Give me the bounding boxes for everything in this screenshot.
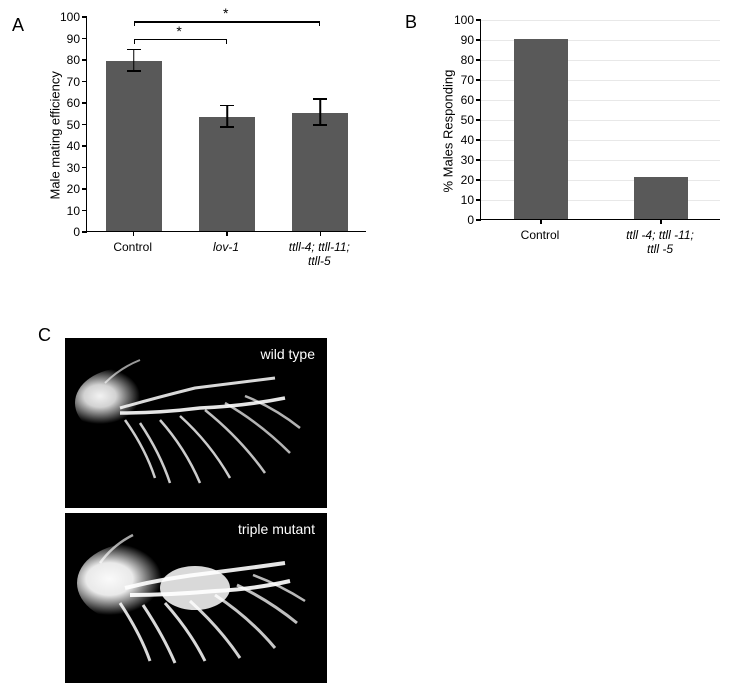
y-tick: [82, 167, 87, 169]
panel-c-label-wildtype: wild type: [261, 346, 315, 362]
y-tick-label: 0: [58, 225, 80, 239]
panel-c-label-mutant: triple mutant: [238, 521, 315, 537]
bar: [634, 177, 688, 219]
y-tick-label: 40: [452, 133, 474, 147]
error-cap: [127, 70, 141, 72]
significance-tick: [226, 39, 228, 44]
y-tick: [476, 39, 481, 41]
y-tick-label: 20: [452, 173, 474, 187]
y-tick: [476, 99, 481, 101]
error-cap: [127, 49, 141, 51]
y-tick: [476, 119, 481, 121]
bar: [292, 113, 348, 231]
panel-b-label: B: [405, 12, 417, 33]
y-tick: [82, 81, 87, 83]
y-tick-label: 20: [58, 182, 80, 196]
y-tick-label: 50: [452, 113, 474, 127]
error-bar: [320, 100, 322, 126]
error-cap: [313, 98, 327, 100]
y-tick: [476, 59, 481, 61]
y-tick: [476, 19, 481, 21]
y-tick-label: 10: [58, 204, 80, 218]
panel-b-chart: % Males Responding 010203040506070809010…: [430, 20, 730, 285]
y-tick: [476, 79, 481, 81]
significance-tick: [134, 21, 136, 26]
y-tick: [476, 199, 481, 201]
panel-a-plot-area: **: [86, 17, 366, 232]
microscopy-image-mutant: [65, 513, 327, 683]
gridline: [481, 20, 720, 21]
x-tick-label: Control: [86, 240, 179, 254]
significance-marker: *: [223, 5, 228, 21]
y-tick-label: 70: [58, 75, 80, 89]
x-tick: [540, 219, 542, 224]
significance-bar: [134, 21, 321, 23]
significance-bar: [134, 39, 227, 41]
panel-b-plot-area: [480, 20, 720, 220]
y-tick: [476, 159, 481, 161]
panel-c-label: C: [38, 325, 51, 346]
bar: [199, 117, 255, 231]
x-tick: [133, 231, 135, 236]
y-tick-label: 80: [452, 53, 474, 67]
y-tick-label: 30: [58, 161, 80, 175]
y-tick-label: 100: [58, 10, 80, 24]
y-tick-label: 50: [58, 118, 80, 132]
panel-a-label: A: [12, 15, 24, 36]
y-tick-label: 90: [452, 33, 474, 47]
y-tick-label: 70: [452, 73, 474, 87]
y-tick-label: 10: [452, 193, 474, 207]
error-bar: [133, 50, 135, 72]
y-tick-label: 100: [452, 13, 474, 27]
significance-tick: [319, 21, 321, 26]
y-tick-label: 0: [452, 213, 474, 227]
y-tick-label: 90: [58, 32, 80, 46]
y-tick: [82, 145, 87, 147]
y-tick: [82, 59, 87, 61]
y-tick-label: 30: [452, 153, 474, 167]
error-cap: [220, 105, 234, 107]
error-cap: [313, 124, 327, 126]
x-tick-label: ttll -4; ttll -11;ttll -5: [600, 228, 720, 256]
significance-tick: [134, 39, 136, 44]
y-tick: [82, 102, 87, 104]
error-cap: [220, 126, 234, 128]
x-tick-label: lov-1: [179, 240, 272, 254]
y-tick: [476, 179, 481, 181]
y-tick: [82, 210, 87, 212]
panel-c-image-mutant: triple mutant: [65, 513, 327, 683]
y-tick: [82, 38, 87, 40]
significance-marker: *: [176, 23, 181, 39]
error-bar: [226, 106, 228, 128]
y-tick: [82, 16, 87, 18]
y-tick: [82, 231, 87, 233]
x-tick: [660, 219, 662, 224]
microscopy-image-wildtype: [65, 338, 327, 508]
y-tick: [82, 124, 87, 126]
y-tick-label: 80: [58, 53, 80, 67]
x-tick: [226, 231, 228, 236]
x-tick-label: ttll-4; ttll-11;ttll-5: [273, 240, 366, 268]
bar: [106, 61, 162, 231]
bar: [514, 39, 568, 219]
x-tick: [320, 231, 322, 236]
x-tick-label: Control: [480, 228, 600, 242]
panel-a-chart: Male mating efficiency ** 01020304050607…: [38, 12, 373, 292]
y-tick: [476, 219, 481, 221]
y-tick: [476, 139, 481, 141]
y-tick-label: 60: [58, 96, 80, 110]
y-tick-label: 60: [452, 93, 474, 107]
y-tick-label: 40: [58, 139, 80, 153]
y-tick: [82, 188, 87, 190]
panel-c-image-wildtype: wild type: [65, 338, 327, 508]
